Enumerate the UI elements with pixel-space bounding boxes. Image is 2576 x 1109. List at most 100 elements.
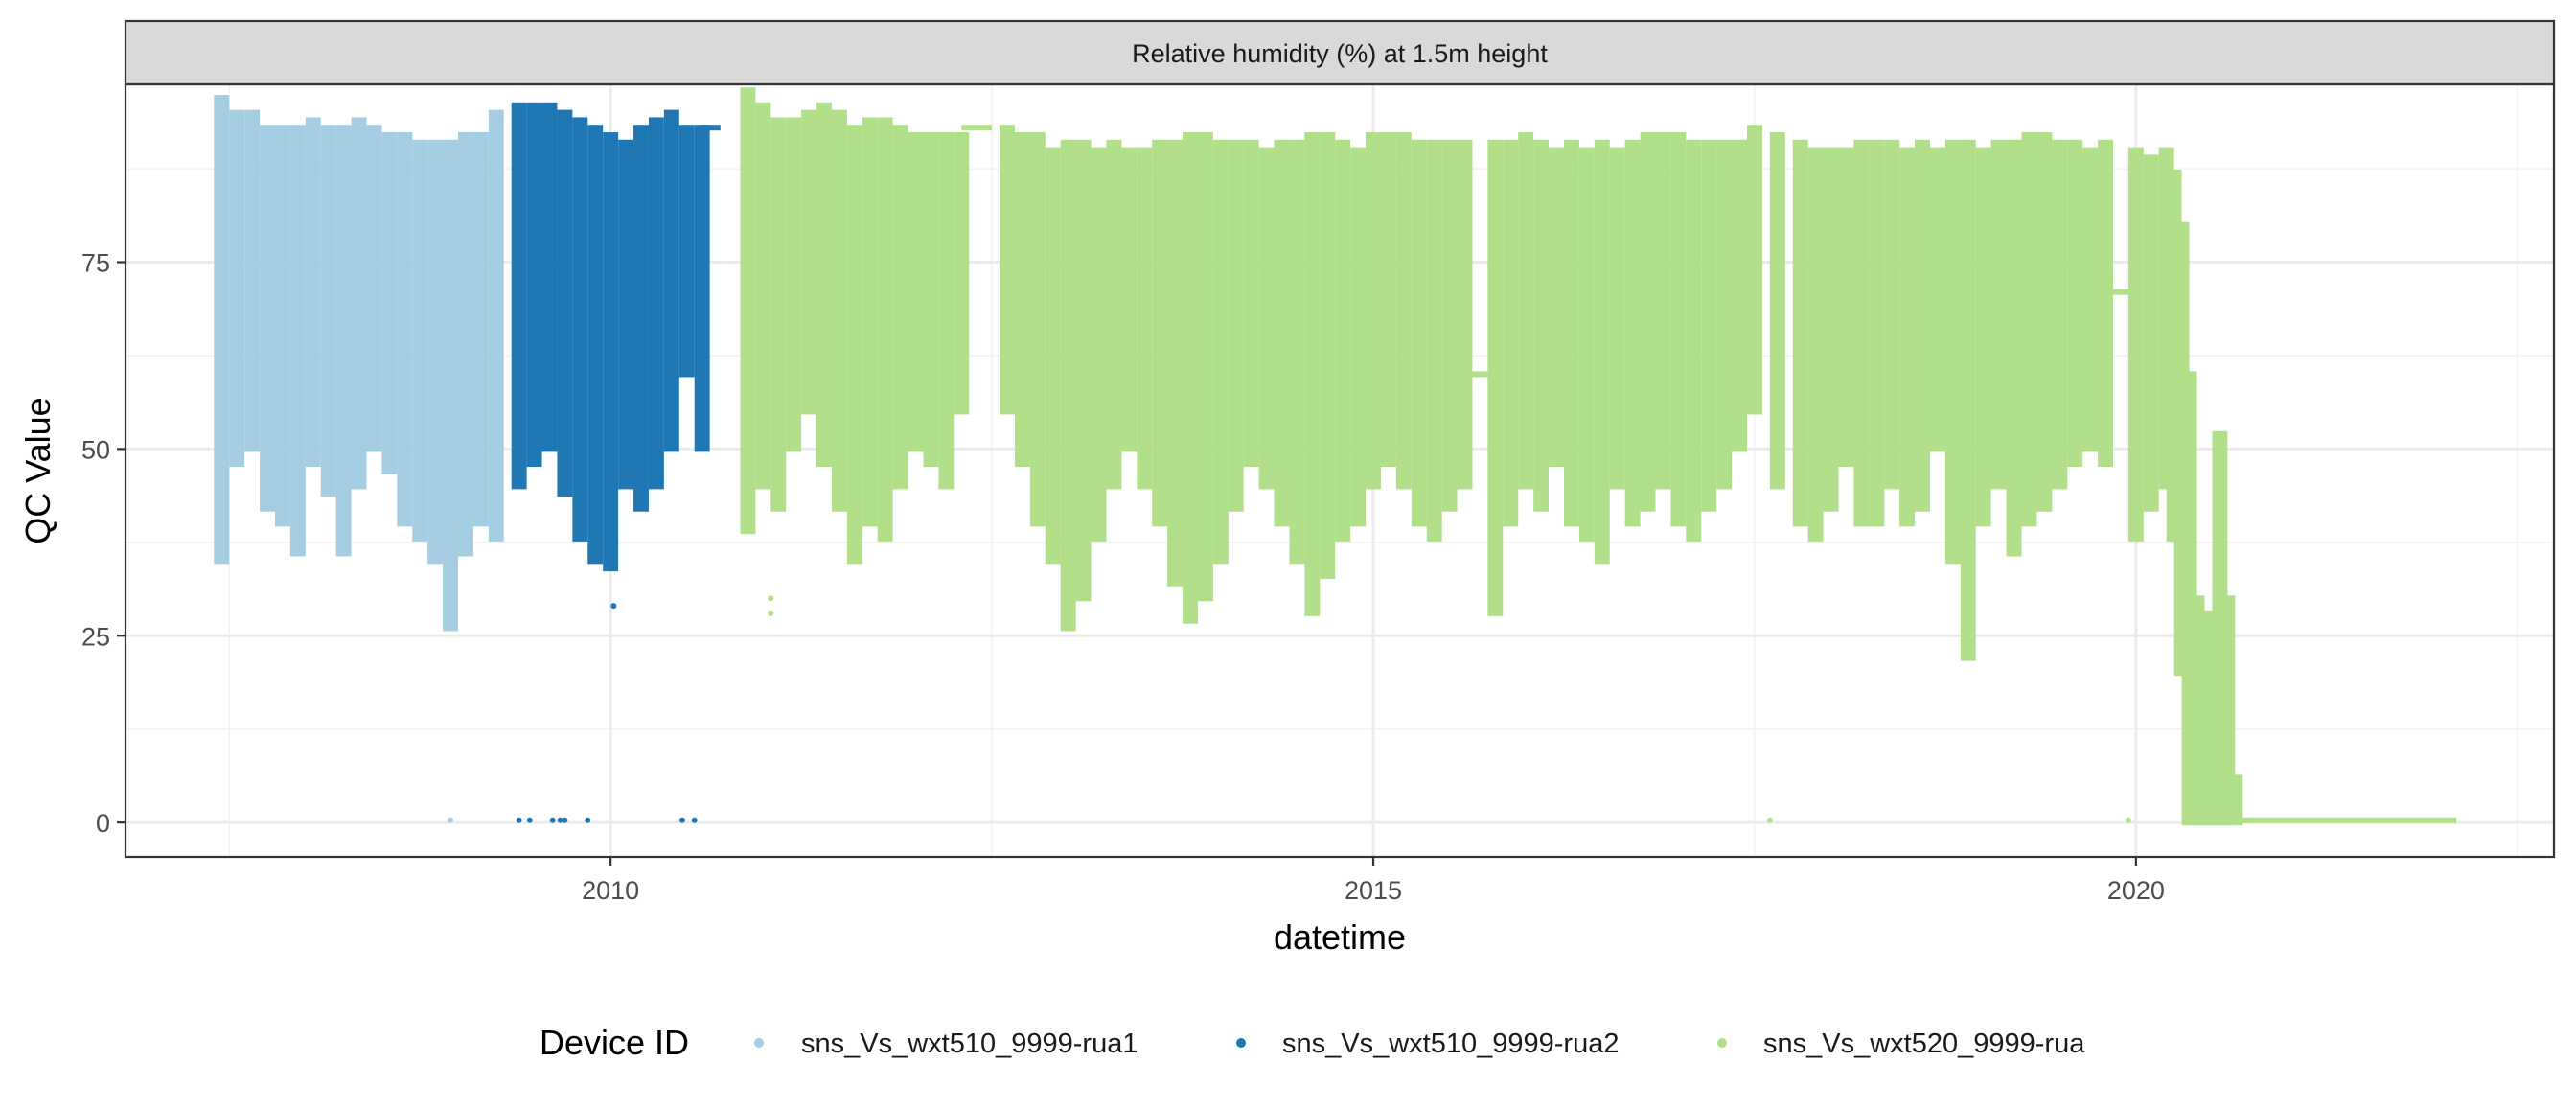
data-bin [2098,139,2113,467]
data-bin [366,125,382,452]
data-bin [1701,139,1717,512]
data-bin [1457,139,1473,490]
data-bin [1732,139,1747,452]
data-bin [938,132,954,490]
data-bin [526,102,542,467]
data-bin [1000,125,1015,415]
data-bin [443,139,458,632]
data-bin [1792,139,1808,527]
data-bin [1060,139,1076,632]
y-tick-label: 50 [81,435,110,464]
data-bin [1167,139,1184,587]
series-sns_Vs_wxt510_9999-rua2 [511,102,721,823]
data-bin [1944,139,1961,565]
facet-strip-title: Relative humidity (%) at 1.5m height [1132,39,1548,68]
data-point [1766,817,1773,823]
data-point [2125,817,2131,823]
data-bin [1549,147,1564,467]
data-bin [1075,139,1092,602]
data-bin [1395,132,1412,490]
data-bin [1350,147,1367,527]
data-bin [1121,147,1138,452]
data-point [448,817,454,823]
data-bin [1655,132,1671,490]
data-bin [1518,132,1534,490]
data-point [691,817,698,823]
data-bin [2128,147,2144,542]
data-bin [801,109,817,415]
data-bin [1335,139,1351,542]
data-bin [2220,595,2236,826]
legend-label-rua: sns_Vs_wxt520_9999-rua [1763,1028,2085,1059]
data-bin [1228,139,1244,512]
data-point [526,817,533,823]
data-bin [862,117,878,527]
data-bin [2082,147,2099,452]
data-bin [1212,139,1229,565]
data-bin [678,125,695,378]
series-sns_Vs_wxt520_9999-rua [740,87,2457,826]
data-bin [305,117,321,467]
data-bin [1640,132,1656,512]
data-bin [1990,139,2007,490]
data-point [585,817,591,823]
data-flat-segment [2235,817,2457,823]
data-point [610,603,617,610]
data-bin [755,102,771,490]
data-flat-segment [961,125,993,131]
data-bin [1716,139,1733,490]
data-bin [816,102,832,467]
data-bin [2021,132,2037,527]
x-tick-label: 2015 [1345,876,1402,905]
data-bin [846,125,862,565]
data-bin [603,132,619,572]
data-bin [1899,147,1916,527]
legend-key-rua2 [1236,1038,1246,1048]
data-bin [923,132,939,467]
data-bin [427,139,444,565]
data-flat-segment [1464,371,1488,378]
data-bin [2006,139,2022,557]
data-bin [1769,132,1785,490]
data-point [678,817,685,823]
data-bin [1594,139,1610,565]
legend-title: Device ID [540,1023,689,1062]
data-bin [831,109,847,512]
data-bin [2036,132,2053,512]
data-bin [1274,139,1290,527]
data-bin [412,139,428,542]
data-point [562,817,568,823]
data-bin [618,139,634,490]
data-bin [1503,139,1519,527]
data-bin [2143,154,2159,512]
data-bin [397,132,413,527]
data-bin [1137,147,1153,490]
facet-strip [124,19,2556,86]
data-point [214,558,220,565]
data-bin [1838,147,1854,467]
data-bin [1380,132,1396,467]
data-bin [1320,132,1336,579]
data-bin [1441,139,1458,512]
data-bin [1487,139,1504,616]
data-point [516,817,522,823]
data-bin [511,102,527,490]
data-bin [1624,139,1641,527]
data-flat-segment [2105,289,2128,295]
data-bin [541,102,558,452]
data-bin [1197,132,1213,602]
y-tick-label: 25 [81,622,110,651]
data-bin [1884,139,1900,490]
legend-label-rua1: sns_Vs_wxt510_9999-rua1 [801,1028,1138,1059]
data-bin [663,109,679,452]
data-bin [1915,139,1930,512]
legend: Device ID sns_Vs_wxt510_9999-rua1 sns_Vs… [540,1023,2085,1062]
data-bin [572,117,588,542]
data-bin [351,117,367,490]
data-bin [244,109,261,452]
axes: 0 25 50 75 2010 2015 2020 [81,249,2165,905]
data-bin [1152,139,1168,527]
data-bin [1746,125,1762,415]
data-bin [786,117,802,452]
